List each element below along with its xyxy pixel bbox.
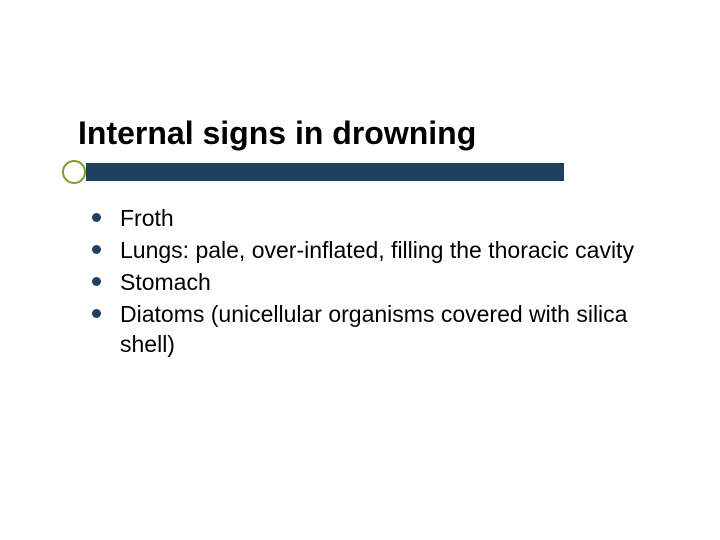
list-item: Lungs: pale, over-inflated, filling the … (92, 235, 660, 265)
title-bar-rect (86, 163, 564, 181)
title-underline-bar (74, 160, 564, 184)
list-item: Froth (92, 203, 660, 233)
bullet-list: FrothLungs: pale, over-inflated, filling… (92, 203, 660, 361)
slide: Internal signs in drowning FrothLungs: p… (0, 0, 720, 540)
title-bar-circle-icon (62, 160, 86, 184)
list-item: Diatoms (unicellular organisms covered w… (92, 299, 660, 359)
slide-title: Internal signs in drowning (78, 115, 476, 152)
list-item: Stomach (92, 267, 660, 297)
